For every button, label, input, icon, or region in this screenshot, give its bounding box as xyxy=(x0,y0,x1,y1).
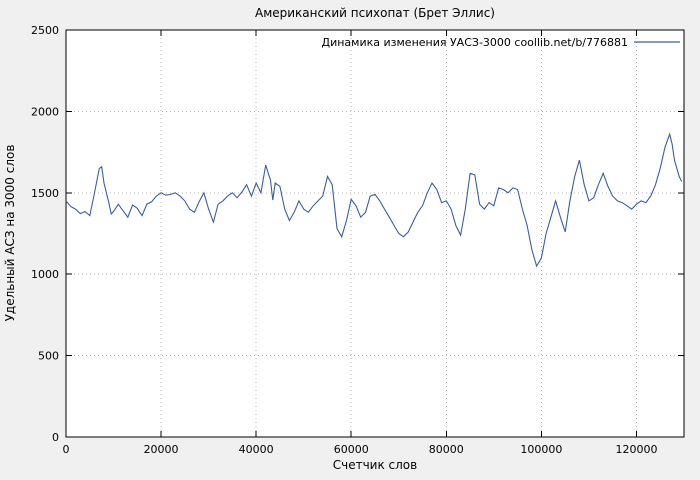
y-tick-label: 0 xyxy=(52,431,59,444)
plot-background xyxy=(66,30,684,437)
x-tick-label: 0 xyxy=(63,443,70,456)
y-tick-label: 500 xyxy=(38,350,59,363)
data-series-line xyxy=(65,132,683,268)
x-tick-label: 20000 xyxy=(144,443,179,456)
x-tick-label: 120000 xyxy=(615,443,657,456)
chart-tick-labels: 0 20000 40000 60000 80000 100000 120000 0 500 100… xyxy=(31,24,657,456)
y-axis-label: Удельный АСЗ на 3000 слов xyxy=(3,145,17,322)
x-tick-label: 80000 xyxy=(429,443,464,456)
x-axis-label: Счетчик слов xyxy=(333,458,417,472)
legend-label: Динамика изменения УАСЗ-3000 coollib.net… xyxy=(322,36,629,49)
plot-border xyxy=(65,29,685,438)
y-tick-label: 1500 xyxy=(31,187,59,200)
x-tick-label: 100000 xyxy=(520,443,562,456)
x-tick-label: 60000 xyxy=(334,443,369,456)
x-tick-label: 40000 xyxy=(239,443,274,456)
chart-title: Американский психопат (Брет Эллис) xyxy=(255,6,495,20)
y-tick-label: 2500 xyxy=(31,24,59,37)
y-tick-label: 1000 xyxy=(31,268,59,281)
y-tick-label: 2000 xyxy=(31,105,59,118)
